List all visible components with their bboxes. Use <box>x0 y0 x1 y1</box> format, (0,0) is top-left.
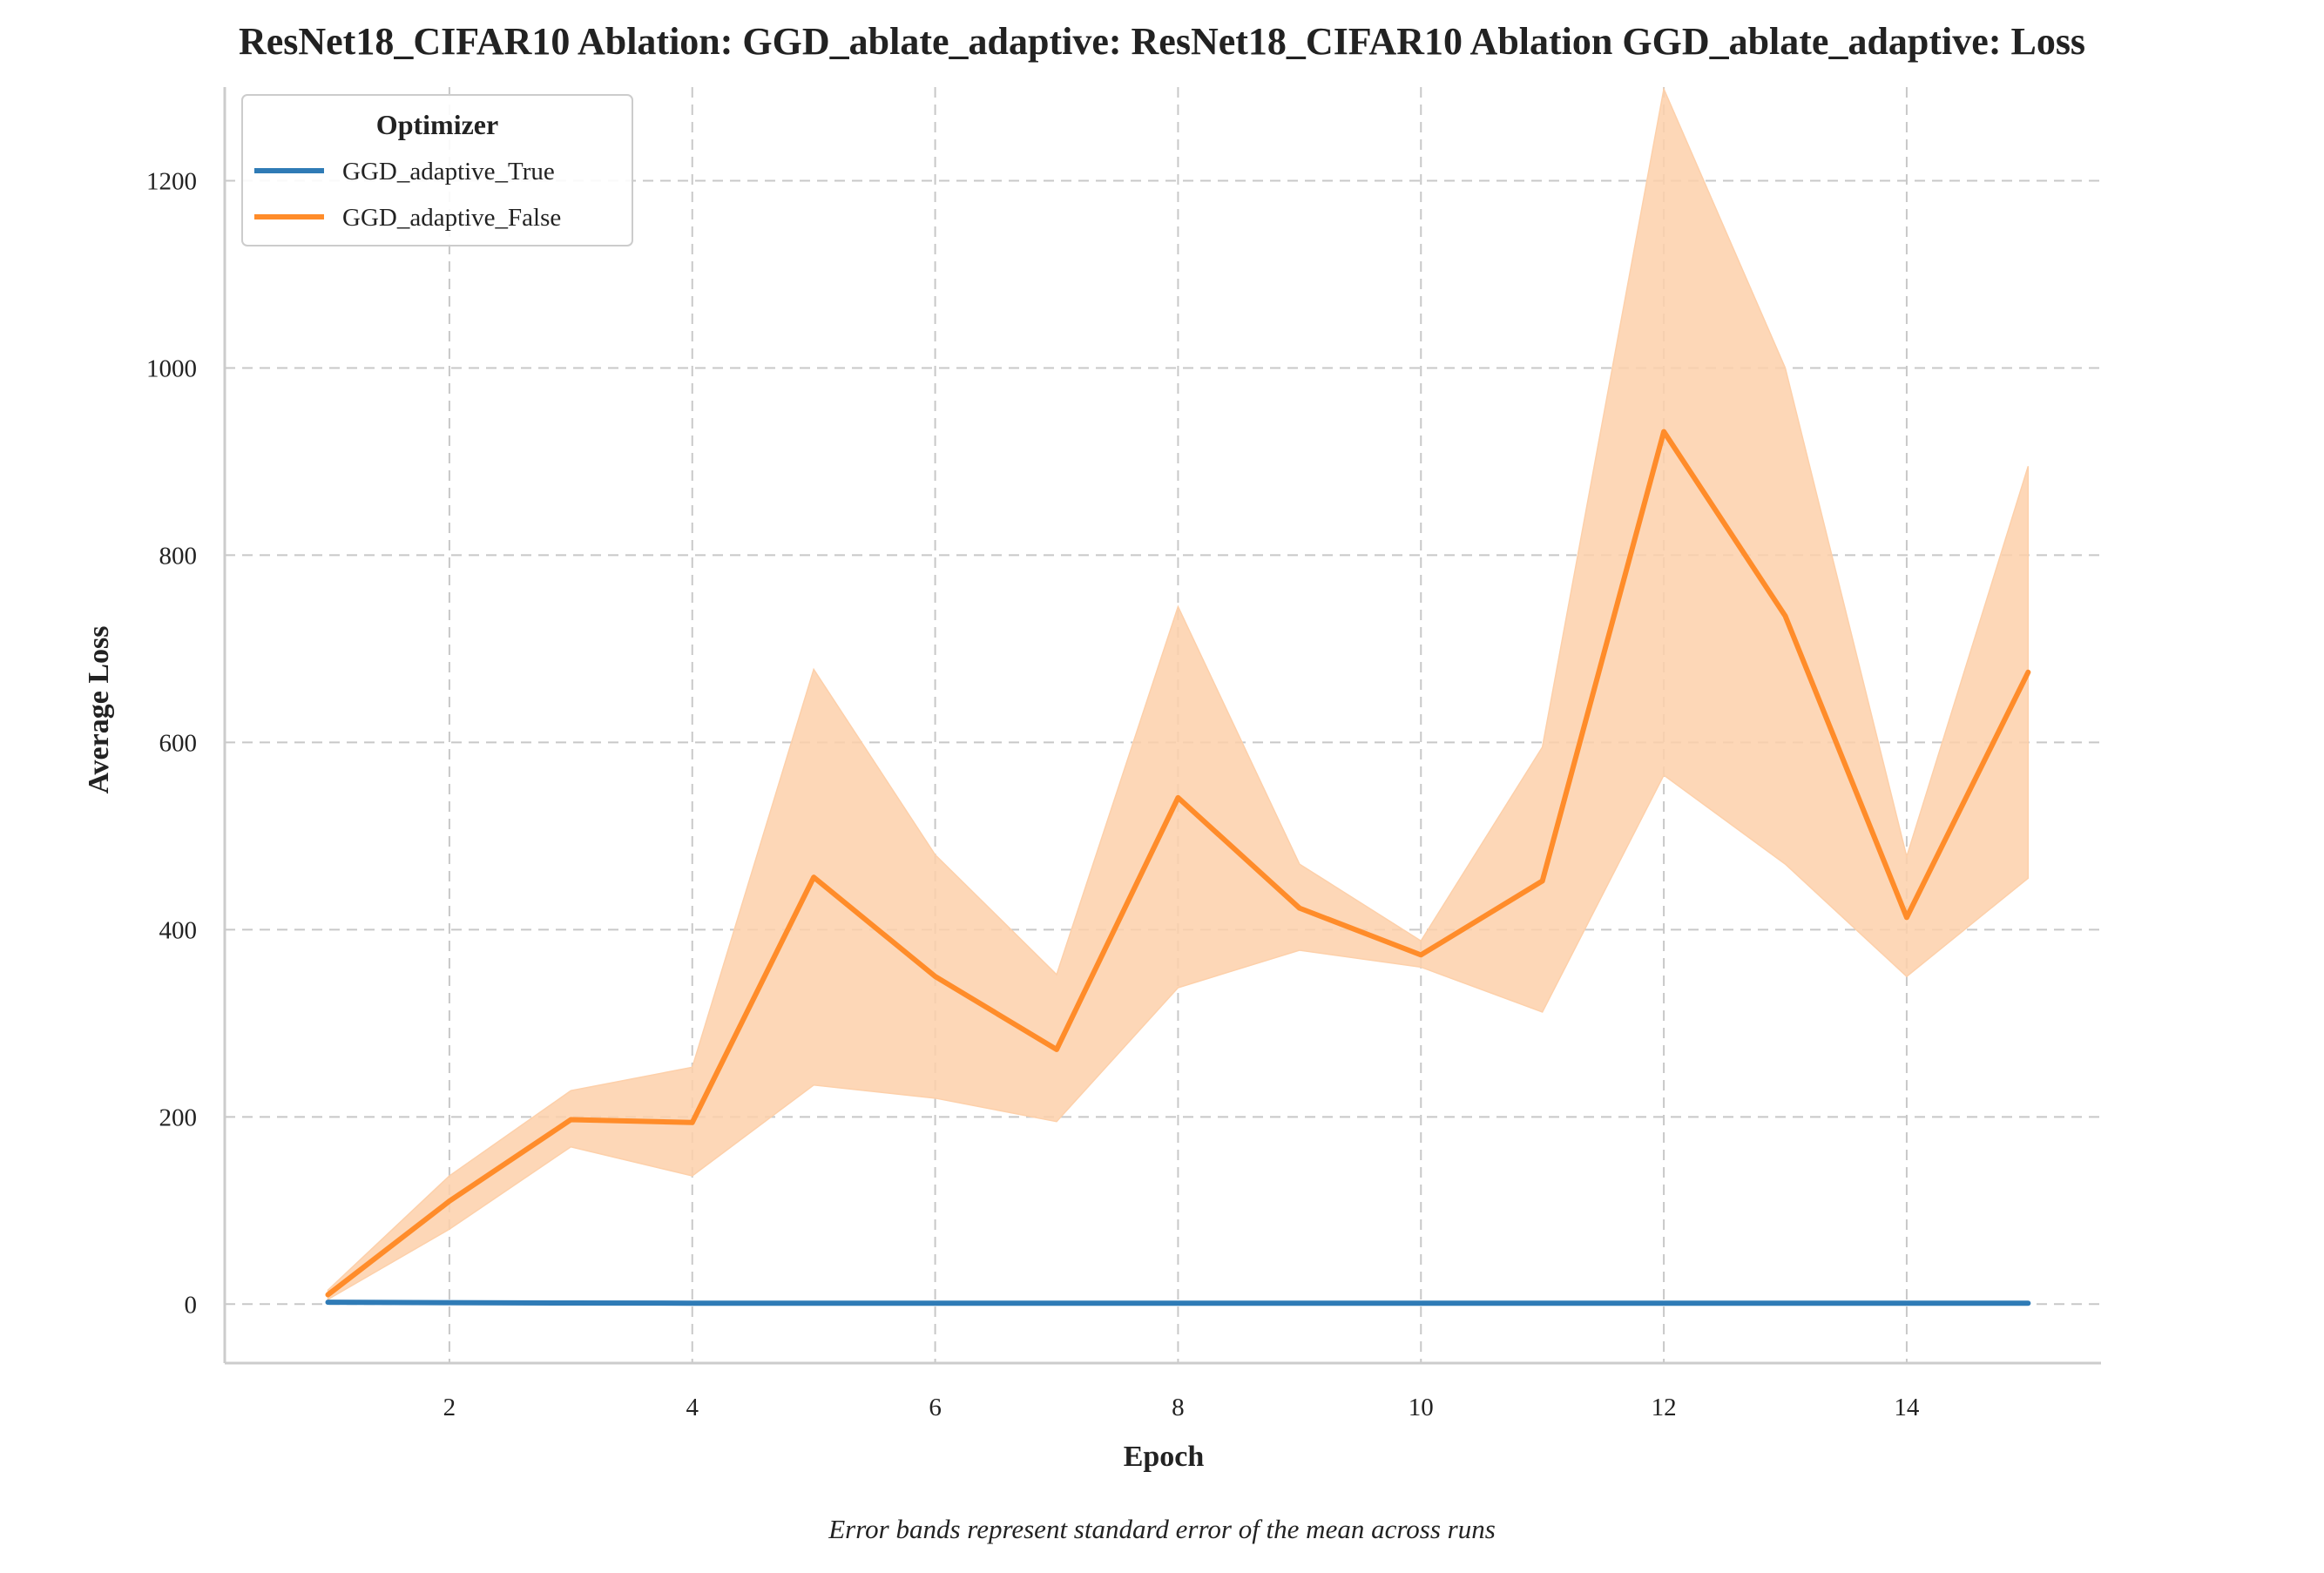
y-axis-title: Average Loss <box>83 626 115 794</box>
legend: Optimizer GGD_adaptive_True GGD_adaptive_… <box>241 94 633 246</box>
tick-labels: 2 4 6 8 10 12 14 0 200 400 600 800 1000 1200 <box>146 167 1920 1421</box>
x-tick-label: 6 <box>929 1394 942 1421</box>
y-tick-label: 1000 <box>146 354 197 382</box>
x-tick-label: 8 <box>1172 1394 1185 1421</box>
y-tick-label: 400 <box>159 916 198 944</box>
series-line-ggd-adaptive-false <box>325 429 2031 1298</box>
y-tick-label: 200 <box>159 1104 198 1131</box>
x-tick-label: 10 <box>1409 1394 1434 1421</box>
x-tick-label: 14 <box>1894 1394 1920 1421</box>
legend-label: GGD_adaptive_False <box>342 204 561 232</box>
chart-caption: Error bands represent standard error of … <box>828 1514 1496 1544</box>
x-tick-label: 12 <box>1652 1394 1677 1421</box>
y-tick-label: 800 <box>159 542 198 570</box>
legend-frame <box>241 94 633 246</box>
series-line-ggd-adaptive-true <box>325 1300 2031 1306</box>
series-lines <box>325 429 2031 1306</box>
y-tick-label: 600 <box>159 729 198 757</box>
legend-title: Optimizer <box>376 109 498 140</box>
y-tick-label: 1200 <box>146 167 197 195</box>
axes <box>223 87 2101 1365</box>
y-tick-label: 0 <box>185 1291 198 1319</box>
x-tick-label: 2 <box>443 1394 456 1421</box>
chart-title: ResNet18_CIFAR10 Ablation: GGD_ablate_ad… <box>238 20 2086 63</box>
x-tick-label: 4 <box>686 1394 699 1421</box>
legend-label: GGD_adaptive_True <box>342 158 555 186</box>
x-axis-title: Epoch <box>1124 1441 1205 1473</box>
